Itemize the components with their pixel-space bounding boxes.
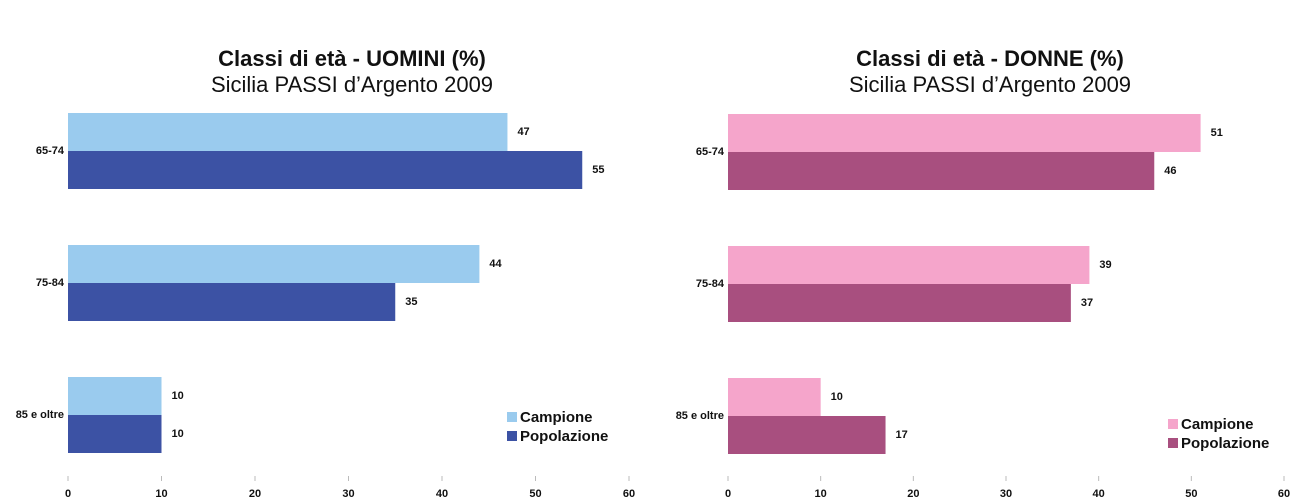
x-tick-label: 0 <box>725 488 731 500</box>
chart-subtitle: Sicilia PASSI d’Argento 2009 <box>211 72 493 97</box>
chart-subtitle: Sicilia PASSI d’Argento 2009 <box>849 72 1131 97</box>
data-label: 17 <box>896 429 908 441</box>
legend-swatch <box>507 431 517 441</box>
x-tick-label: 50 <box>1185 488 1197 500</box>
x-tick-label: 30 <box>342 488 354 500</box>
bar <box>728 284 1071 322</box>
x-tick-label: 0 <box>65 488 71 500</box>
data-label: 39 <box>1099 259 1111 271</box>
data-label: 10 <box>172 390 184 402</box>
bar <box>68 245 480 283</box>
bar <box>728 152 1155 190</box>
bar <box>68 377 162 415</box>
chart-title: Classi di età - UOMINI (%) <box>218 46 486 71</box>
x-tick-label: 30 <box>1000 488 1012 500</box>
data-label: 55 <box>592 164 604 176</box>
x-tick-label: 20 <box>907 488 919 500</box>
x-tick-label: 40 <box>436 488 448 500</box>
y-tick-label: 65-74 <box>36 145 65 157</box>
y-tick-label: 85 e oltre <box>676 410 724 422</box>
data-label: 46 <box>1164 165 1176 177</box>
data-label: 35 <box>405 296 417 308</box>
bar <box>68 113 508 151</box>
x-tick-label: 60 <box>623 488 635 500</box>
legend-label: Campione <box>1181 416 1254 433</box>
bar <box>68 151 583 189</box>
legend-label: Campione <box>520 409 593 426</box>
x-tick-label: 10 <box>815 488 827 500</box>
bar <box>728 246 1090 284</box>
legend-swatch <box>507 412 517 422</box>
y-tick-label: 65-74 <box>696 146 725 158</box>
data-label: 47 <box>517 126 529 138</box>
data-label: 10 <box>831 391 843 403</box>
legend-label: Popolazione <box>520 428 608 445</box>
data-label: 44 <box>489 258 502 270</box>
legend-label: Popolazione <box>1181 435 1269 452</box>
bar <box>68 415 162 453</box>
data-label: 37 <box>1081 297 1093 309</box>
data-label: 51 <box>1211 127 1223 139</box>
bar <box>728 416 886 454</box>
bar <box>728 114 1201 152</box>
y-tick-label: 75-84 <box>696 278 725 290</box>
x-tick-label: 20 <box>249 488 261 500</box>
x-tick-label: 10 <box>155 488 167 500</box>
x-tick-label: 40 <box>1093 488 1105 500</box>
data-label: 10 <box>172 428 184 440</box>
bar <box>68 283 396 321</box>
chart-title: Classi di età - DONNE (%) <box>856 46 1124 71</box>
x-tick-label: 60 <box>1278 488 1290 500</box>
x-tick-label: 50 <box>529 488 541 500</box>
y-tick-label: 75-84 <box>36 277 65 289</box>
bar <box>728 378 821 416</box>
legend-swatch <box>1168 419 1178 429</box>
y-tick-label: 85 e oltre <box>16 409 64 421</box>
legend-swatch <box>1168 438 1178 448</box>
